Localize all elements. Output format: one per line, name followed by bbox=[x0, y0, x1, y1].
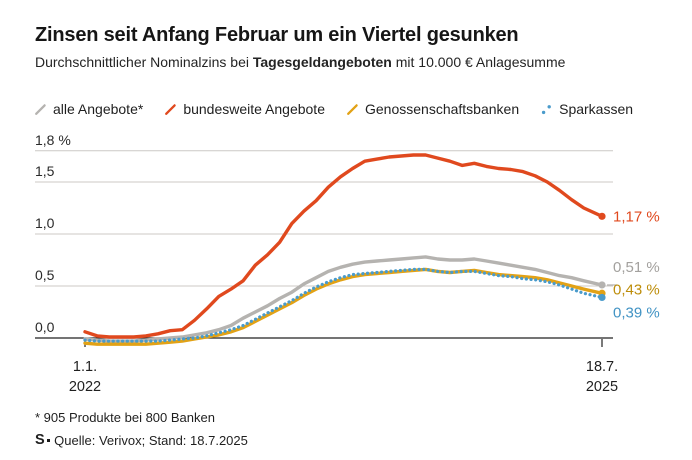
end-dot-sparkassen bbox=[598, 293, 606, 302]
series-line-sparkassen bbox=[83, 267, 604, 343]
y-axis-label: 1,0 bbox=[35, 215, 55, 231]
alle-angebote-line-icon bbox=[35, 103, 46, 115]
y-axis-label: 1,8 % bbox=[35, 132, 71, 148]
legend-label: bundesweite Angebote bbox=[183, 101, 325, 117]
legend-item-sparkassen: Sparkassen bbox=[540, 101, 633, 117]
legend-item-alle-angebote: alle Angebote* bbox=[34, 101, 143, 117]
subtitle-bold-term: Tagesgeldangeboten bbox=[252, 54, 392, 70]
legend-label: Sparkassen bbox=[559, 101, 634, 117]
bundesweite-angebote-line-icon bbox=[165, 103, 177, 115]
legend: alle Angebote* bundesweite Angebote Genoss… bbox=[34, 101, 633, 117]
subtitle-prefix: Durchschnittlicher Nominalzins bei bbox=[35, 54, 253, 70]
legend-item-genossenschaftsbanken: Genossenschaftsbanken bbox=[346, 101, 519, 117]
series-line-bundesweite-angebote bbox=[83, 153, 604, 339]
legend-label: alle Angebote* bbox=[53, 101, 144, 117]
series-line-alle-angebote bbox=[83, 255, 604, 343]
sparkassen-dots-icon bbox=[542, 104, 552, 114]
source-text: Quelle: Verivox; Stand: 18.7.2025 bbox=[54, 432, 248, 448]
spiegel-logo: S bbox=[35, 432, 45, 448]
y-axis-label: 0,0 bbox=[35, 319, 55, 335]
end-dot-alle-angebote bbox=[598, 281, 606, 289]
x-label-end-day: 18.7. bbox=[586, 359, 618, 375]
logo-separator-dot bbox=[47, 438, 51, 442]
footnote: * 905 Produkte bei 800 Banken bbox=[35, 410, 215, 425]
y-axis-label: 0,5 bbox=[35, 267, 55, 283]
page-title: Zinsen seit Anfang Februar um ein Vierte… bbox=[35, 24, 519, 46]
chart-subtitle: Durchschnittlicher Nominalzins bei Tages… bbox=[35, 54, 565, 70]
legend-label: Genossenschaftsbanken bbox=[365, 101, 520, 117]
end-label-genossenschaftsbanken: 0,43 % bbox=[613, 281, 660, 298]
subtitle-suffix: mit 10.000 € Anlagesumme bbox=[391, 54, 566, 70]
genossenschaftsbanken-line-icon bbox=[347, 103, 358, 115]
y-axis-label: 1,5 bbox=[35, 163, 55, 179]
x-label-end-year: 2025 bbox=[586, 379, 618, 395]
x-label-start-day: 1.1. bbox=[73, 359, 97, 375]
end-dot-bundesweite-angebote bbox=[598, 212, 606, 220]
end-label-alle-angebote: 0,51 % bbox=[613, 259, 660, 276]
end-label-bundesweite-angebote: 1,17 % bbox=[613, 208, 660, 225]
series-line-genossenschaftsbanken bbox=[83, 267, 604, 346]
source-line: S Quelle: Verivox; Stand: 18.7.2025 bbox=[35, 432, 248, 448]
end-label-sparkassen: 0,39 % bbox=[613, 304, 660, 321]
x-label-start-year: 2022 bbox=[69, 379, 101, 395]
legend-item-bundesweite-angebote: bundesweite Angebote bbox=[164, 101, 325, 117]
